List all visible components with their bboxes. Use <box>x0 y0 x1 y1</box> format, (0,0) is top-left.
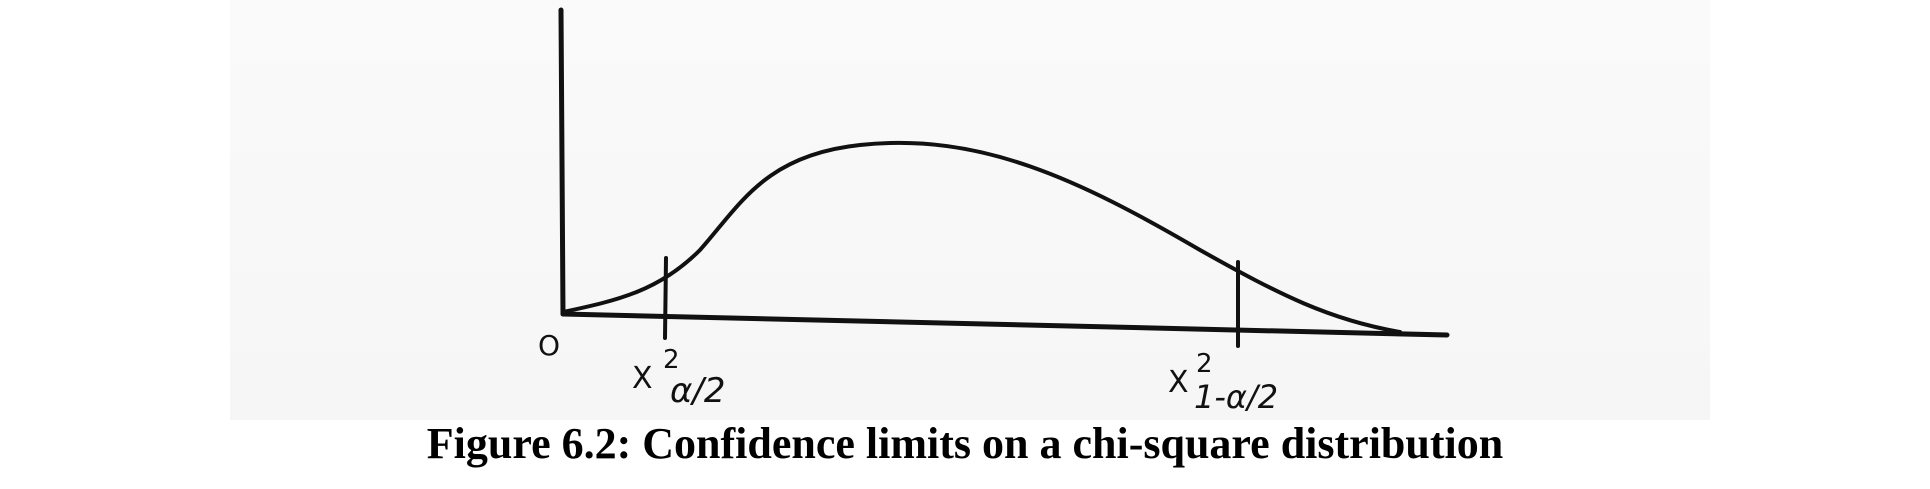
y-axis <box>558 7 566 317</box>
upper-limit-symbol: X <box>1168 365 1189 400</box>
chi-square-diagram: O X 2 α/2 X 2 1-α/2 <box>538 7 1450 416</box>
x-axis <box>560 311 1450 338</box>
lower-limit-tick <box>663 256 668 340</box>
lower-limit-superscript: 2 <box>663 345 680 375</box>
chi-square-curve <box>561 140 1402 334</box>
scanned-background <box>230 0 1710 420</box>
upper-limit-superscript: 2 <box>1196 349 1213 379</box>
upper-limit-subscript: 1-α/2 <box>1194 378 1278 416</box>
figure-caption: Figure 6.2: Confidence limits on a chi-s… <box>426 419 1504 468</box>
lower-limit-symbol: X <box>632 361 653 396</box>
lower-limit-subscript: α/2 <box>670 371 726 411</box>
origin-label: O <box>538 329 560 362</box>
